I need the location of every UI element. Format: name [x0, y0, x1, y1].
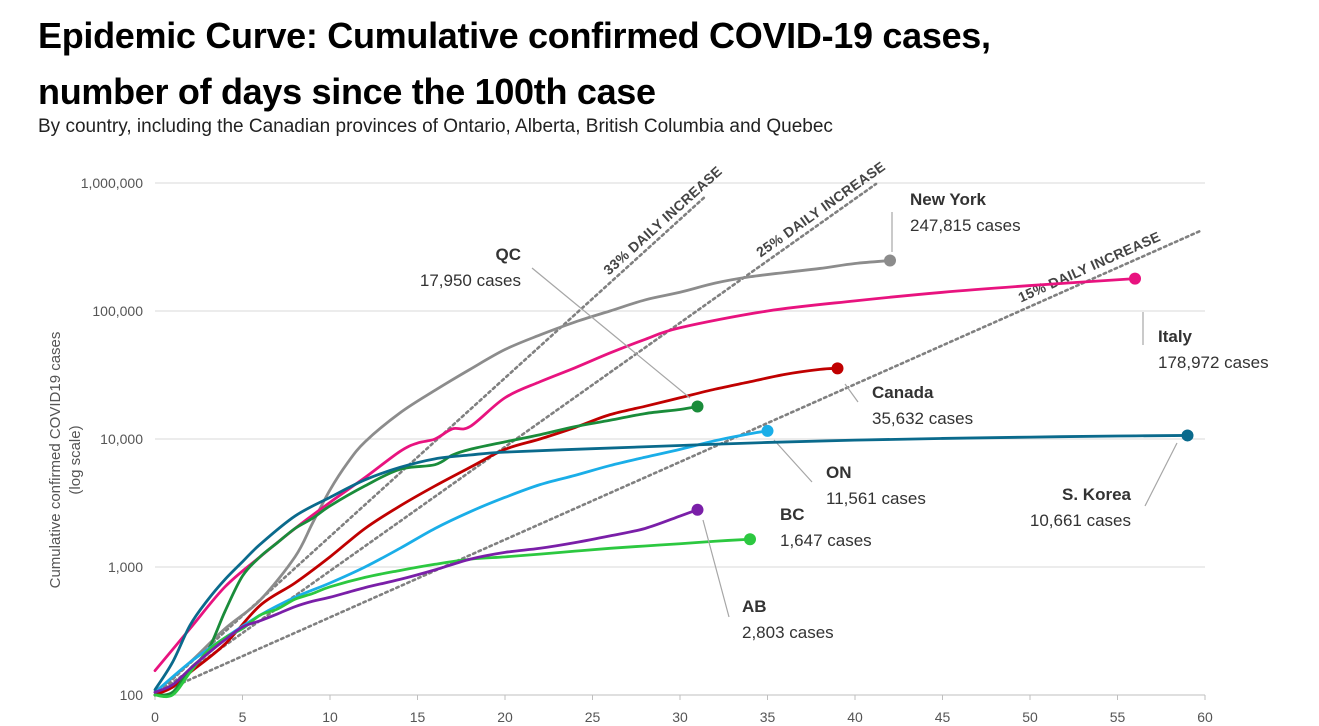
series-label: New York — [910, 190, 986, 209]
series-end-point — [884, 254, 896, 267]
leader-line — [773, 439, 813, 483]
leader-line — [531, 267, 691, 399]
x-tick-label: 50 — [1022, 709, 1038, 725]
series-value-label: 11,561 cases — [826, 489, 926, 508]
series-label: Canada — [872, 383, 934, 402]
series-line — [153, 537, 752, 699]
y-tick-label: 100 — [120, 687, 144, 703]
y-tick-label: 1,000 — [108, 559, 143, 575]
series-line — [153, 405, 699, 697]
leader-line — [702, 519, 730, 618]
y-tick-label: 100,000 — [92, 303, 143, 319]
series-value-label: 17,950 cases — [420, 271, 521, 290]
series-end-point — [691, 503, 704, 516]
x-tick-label: 5 — [239, 709, 247, 725]
series-value-label: 2,803 cases — [742, 623, 834, 642]
series-label: S. Korea — [1062, 485, 1132, 504]
reference-line-label: 33% DAILY INCREASE — [600, 163, 725, 278]
series-line — [153, 508, 699, 694]
series-line — [153, 434, 1189, 692]
series-line — [153, 277, 1137, 673]
y-tick-label: 10,000 — [100, 431, 143, 447]
chart-subtitle: By country, including the Canadian provi… — [38, 116, 833, 137]
leader-line — [844, 383, 859, 403]
x-tick-label: 0 — [151, 709, 159, 725]
series-label: QC — [496, 245, 522, 264]
x-tick-label: 15 — [410, 709, 426, 725]
x-tick-label: 40 — [847, 709, 863, 725]
reference-line-label: 15% DAILY INCREASE — [1016, 228, 1163, 305]
series-end-point — [1181, 429, 1194, 442]
x-tick-label: 30 — [672, 709, 688, 725]
reference-line — [153, 229, 1203, 697]
x-tick-label: 25 — [585, 709, 601, 725]
x-tick-label: 60 — [1197, 709, 1213, 725]
series-value-label: 178,972 cases — [1158, 353, 1269, 372]
series-label: AB — [742, 597, 767, 616]
series-value-label: 35,632 cases — [872, 409, 973, 428]
series-label: BC — [780, 505, 805, 524]
x-tick-label: 10 — [322, 709, 338, 725]
x-tick-label: 55 — [1110, 709, 1126, 725]
series-end-point — [831, 362, 844, 375]
series-end-point — [1129, 272, 1141, 285]
series-end-point — [761, 424, 774, 437]
chart-title: Epidemic Curve: Cumulative confirmed COV… — [38, 15, 991, 112]
series-label: ON — [826, 463, 852, 482]
series-line — [153, 259, 892, 694]
series-label: Italy — [1158, 327, 1193, 346]
series-value-label: 1,647 cases — [780, 531, 872, 550]
series-end-point — [691, 400, 704, 413]
leader-line — [1144, 442, 1178, 507]
series-value-label: 10,661 cases — [1030, 511, 1131, 530]
series-line — [153, 366, 839, 697]
series-value-label: 247,815 cases — [910, 216, 1021, 235]
reference-line-label: 25% DAILY INCREASE — [753, 158, 888, 260]
x-tick-label: 20 — [497, 709, 513, 725]
x-tick-label: 35 — [760, 709, 776, 725]
y-tick-label: 1,000,000 — [81, 175, 143, 191]
x-tick-label: 45 — [935, 709, 951, 725]
series-end-point — [744, 533, 756, 546]
